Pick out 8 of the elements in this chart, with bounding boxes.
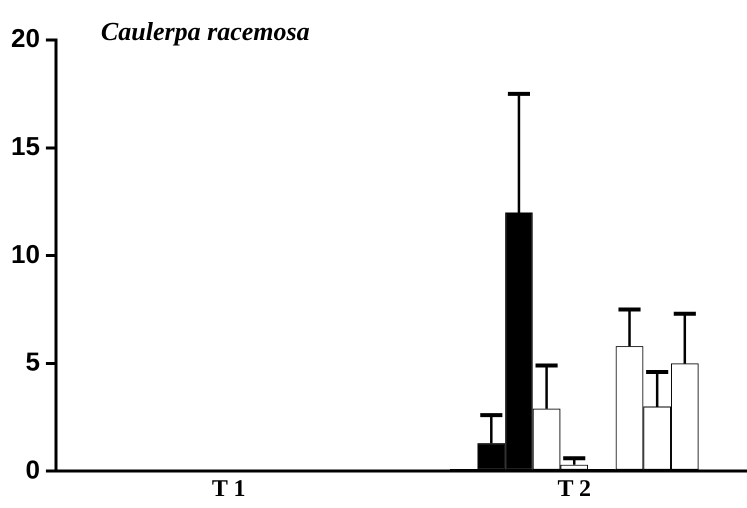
y-tick-label: 0	[25, 454, 40, 484]
chart-title: Caulerpa racemosa	[100, 17, 310, 46]
x-tick-label: T 1	[212, 476, 246, 502]
x-tick-label: T 2	[557, 476, 592, 502]
y-tick-label: 20	[11, 23, 40, 54]
y-tick-label: 10	[11, 238, 40, 269]
y-tick-label: 15	[11, 130, 40, 161]
y-tick-label: 5	[25, 346, 40, 377]
